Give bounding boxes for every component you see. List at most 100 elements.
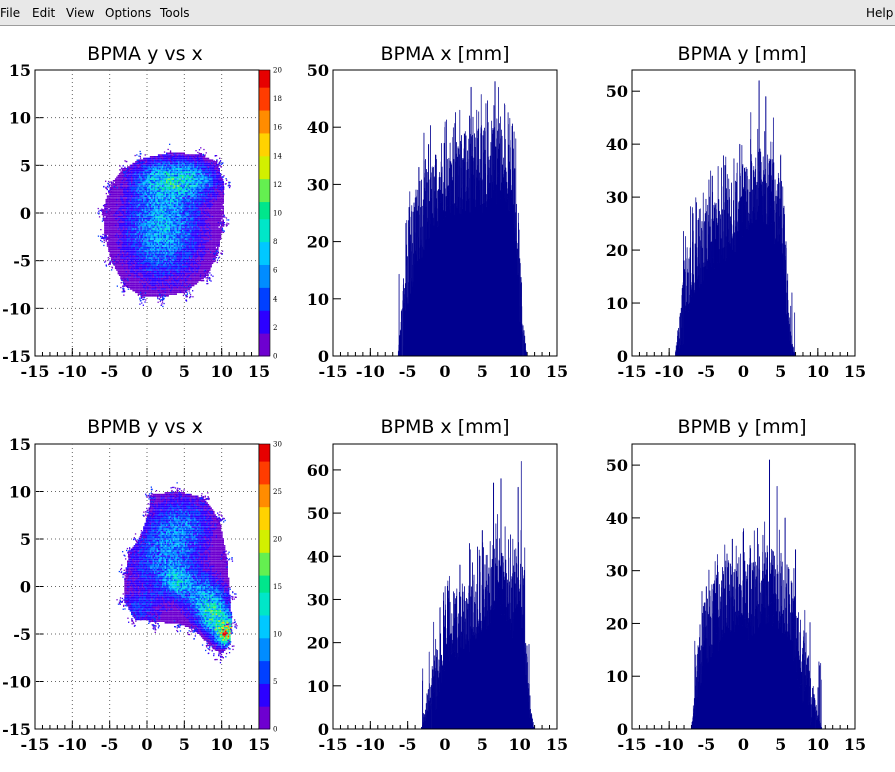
menu-help[interactable]: Help xyxy=(866,6,894,20)
heatmap-cell xyxy=(183,289,185,292)
heatmap-cell xyxy=(161,258,164,261)
heatmap-cell xyxy=(168,284,171,287)
heatmap-cell xyxy=(156,269,159,271)
heatmap-cell xyxy=(121,202,124,204)
heatmap-cell xyxy=(174,207,176,210)
heatmap-cell xyxy=(145,229,148,232)
heatmap-cell xyxy=(164,246,167,249)
heatmap-cell xyxy=(145,169,148,172)
heatmap-cell xyxy=(140,178,142,180)
heatmap-cell xyxy=(143,238,145,240)
heatmap-cell xyxy=(164,221,167,223)
heatmap-cell xyxy=(188,176,191,179)
heatmap-cell xyxy=(191,202,194,204)
heatmap-cell xyxy=(151,271,153,273)
heatmap-cell xyxy=(133,224,136,227)
heatmap-cell xyxy=(112,231,114,234)
heatmap-cell xyxy=(183,209,185,211)
heatmap-cell xyxy=(191,226,194,228)
heatmap-cell xyxy=(147,221,149,223)
menu-file[interactable]: File xyxy=(0,6,21,20)
heatmap-cell xyxy=(191,274,194,276)
heatmap-cell xyxy=(123,192,125,194)
heatmap-cell xyxy=(144,188,147,191)
heatmap-cell xyxy=(140,202,142,204)
heatmap-cell xyxy=(163,267,165,270)
heatmap-cell xyxy=(116,257,118,259)
heatmap-cell xyxy=(191,176,194,179)
heatmap-cell xyxy=(186,255,188,258)
heatmap-cell xyxy=(166,171,168,173)
heatmap-cell xyxy=(161,200,164,203)
heatmap-cell xyxy=(120,178,122,180)
heatmap-cell xyxy=(164,169,167,172)
heatmap-cell xyxy=(184,240,187,242)
heatmap-cell xyxy=(135,214,137,216)
heatmap-cell xyxy=(176,284,179,287)
heatmap-cell xyxy=(133,241,136,244)
heatmap-cell xyxy=(156,250,159,252)
heatmap-cell xyxy=(149,195,152,197)
heatmap-cell xyxy=(187,241,190,244)
heatmap-cell xyxy=(117,252,120,254)
heatmap-cell xyxy=(156,188,159,191)
heatmap-cell xyxy=(151,236,153,239)
heatmap-cell xyxy=(164,241,167,244)
heatmap-cell xyxy=(170,217,172,220)
heatmap-cell xyxy=(180,183,183,185)
heatmap-cell xyxy=(131,246,133,249)
heatmap-cell xyxy=(187,264,190,266)
heatmap-cell xyxy=(135,178,137,180)
heatmap-cell xyxy=(127,176,129,179)
heatmap-cell xyxy=(163,269,165,271)
heatmap-cell xyxy=(166,274,168,276)
heatmap-cell xyxy=(133,185,136,187)
heatmap-cell xyxy=(184,226,187,228)
heatmap-cell xyxy=(190,216,192,218)
heatmap-cell xyxy=(110,245,113,247)
heatmap-cell xyxy=(137,277,140,280)
heatmap-cell xyxy=(147,168,149,170)
heatmap-cell xyxy=(179,240,181,242)
heatmap-cell xyxy=(145,271,148,273)
heatmap-cell xyxy=(156,291,159,294)
heatmap-cell xyxy=(157,283,160,285)
heatmap-cell xyxy=(152,212,155,215)
heatmap-cell xyxy=(190,169,192,172)
heatmap-cell xyxy=(168,246,171,249)
heatmap-cell xyxy=(139,210,141,213)
heatmap-cell xyxy=(112,190,114,192)
heatmap-cell xyxy=(121,217,124,220)
heatmap-cell xyxy=(136,291,138,294)
heatmap-cell xyxy=(161,159,164,161)
heatmap-cell xyxy=(143,229,145,232)
heatmap-cell xyxy=(139,243,141,246)
menu-options[interactable]: Options xyxy=(105,6,152,20)
heatmap-cell xyxy=(120,204,122,206)
heatmap-cell xyxy=(159,277,161,280)
heatmap-cell xyxy=(114,233,117,235)
heatmap-cell xyxy=(159,210,161,213)
menu-tools[interactable]: Tools xyxy=(160,6,190,20)
heatmap-cell xyxy=(118,180,121,182)
heatmap-cell xyxy=(133,264,136,266)
heatmap-cell xyxy=(184,198,187,201)
heatmap-cell xyxy=(160,289,163,292)
heatmap-cell xyxy=(156,157,159,160)
menu-view[interactable]: View xyxy=(66,6,95,20)
heatmap-cell xyxy=(174,205,176,208)
heatmap-cell xyxy=(152,221,155,223)
menu-edit[interactable]: Edit xyxy=(32,6,56,20)
heatmap-cell xyxy=(178,185,180,187)
heatmap-cell xyxy=(141,183,144,185)
heatmap-cell xyxy=(123,205,125,208)
heatmap-cell xyxy=(180,286,183,288)
heatmap-cell xyxy=(183,231,185,234)
heatmap-cell xyxy=(135,264,137,266)
heatmap-cell xyxy=(172,176,175,179)
heatmap-cell xyxy=(186,228,188,230)
heatmap-cell xyxy=(147,271,149,273)
heatmap-cell xyxy=(167,222,169,225)
